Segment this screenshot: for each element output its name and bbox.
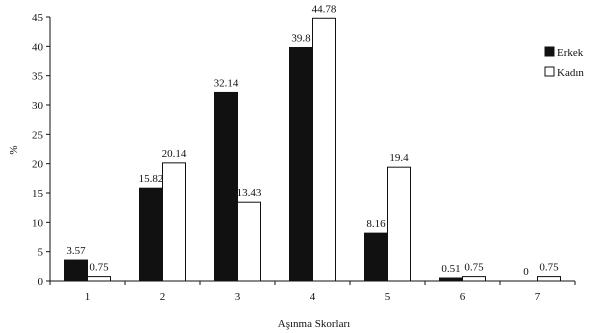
data-labels: 3.57 15.82 32.14 39.8 8.16 0.51 0 0.75 20.14 13.4…: [66, 3, 559, 278]
data-label-kadın-5: 19.4: [389, 152, 409, 164]
bar-kadın-6: [462, 276, 486, 282]
bar-erkek-2: [139, 187, 163, 282]
y-tick-label: 40: [32, 41, 44, 53]
data-label-erkek-5: 8.16: [366, 218, 386, 230]
y-tick-label: 10: [32, 217, 44, 229]
y-tick-label: 25: [32, 129, 44, 141]
y-tick-label: 5: [38, 247, 44, 259]
bar-kadın-1: [87, 276, 111, 282]
y-tick-label: 30: [32, 100, 44, 112]
y-tick-label: 20: [32, 159, 44, 171]
data-label-erkek-2: 15.82: [139, 173, 164, 185]
bar-erkek-5: [364, 232, 388, 282]
data-label-kadın-7: 0.75: [539, 262, 559, 274]
bar-kadın-7: [537, 276, 561, 282]
data-label-kadın-1: 0.75: [89, 262, 109, 274]
y-axis: 0 5 10 15 20 25 30 35 40 45: [32, 12, 51, 288]
x-tick-label: 5: [385, 291, 391, 303]
bars: [64, 17, 561, 282]
y-tick-label: 45: [32, 12, 44, 24]
x-tick-label: 2: [160, 291, 166, 303]
bar-kadın-3: [237, 201, 261, 282]
data-label-kadın-6: 0.75: [464, 262, 484, 274]
data-label-erkek-4: 39.8: [291, 33, 311, 45]
data-label-erkek-1: 3.57: [66, 245, 86, 257]
bar-kadın-4: [312, 17, 336, 282]
y-tick-label: 15: [32, 188, 44, 200]
bar-erkek-1: [64, 259, 88, 282]
x-tick-label: 4: [310, 291, 316, 303]
x-axis: 1 2 3 4 5 6 7: [49, 280, 576, 303]
x-tick-label: 7: [535, 291, 541, 303]
legend: Erkek Kadın: [544, 46, 584, 79]
y-axis-label: %: [8, 145, 20, 154]
bar-erkek-3: [214, 91, 238, 282]
legend-label-erkek: Erkek: [557, 47, 584, 59]
x-axis-label: Aşınma Skorları: [278, 318, 350, 330]
bar-kadın-5: [387, 166, 411, 282]
y-tick-label: 35: [32, 71, 44, 83]
legend-label-kadın: Kadın: [557, 67, 584, 79]
x-tick-label: 6: [460, 291, 466, 303]
data-label-erkek-3: 32.14: [214, 77, 239, 89]
data-label-kadın-4: 44.78: [312, 3, 337, 15]
bar-kadın-2: [162, 162, 186, 282]
bar-erkek-6: [439, 277, 463, 282]
data-label-erkek-7: 0: [523, 266, 529, 278]
bar-erkek-4: [289, 47, 313, 282]
x-tick-label: 3: [235, 291, 241, 303]
data-label-erkek-6: 0.51: [441, 263, 460, 275]
legend-swatch-erkek: [544, 46, 555, 57]
y-tick-label: 0: [38, 276, 44, 288]
x-tick-label: 1: [85, 291, 91, 303]
data-label-kadın-3: 13.43: [237, 187, 262, 199]
legend-swatch-kadın: [544, 66, 555, 77]
data-label-kadın-2: 20.14: [162, 148, 187, 160]
